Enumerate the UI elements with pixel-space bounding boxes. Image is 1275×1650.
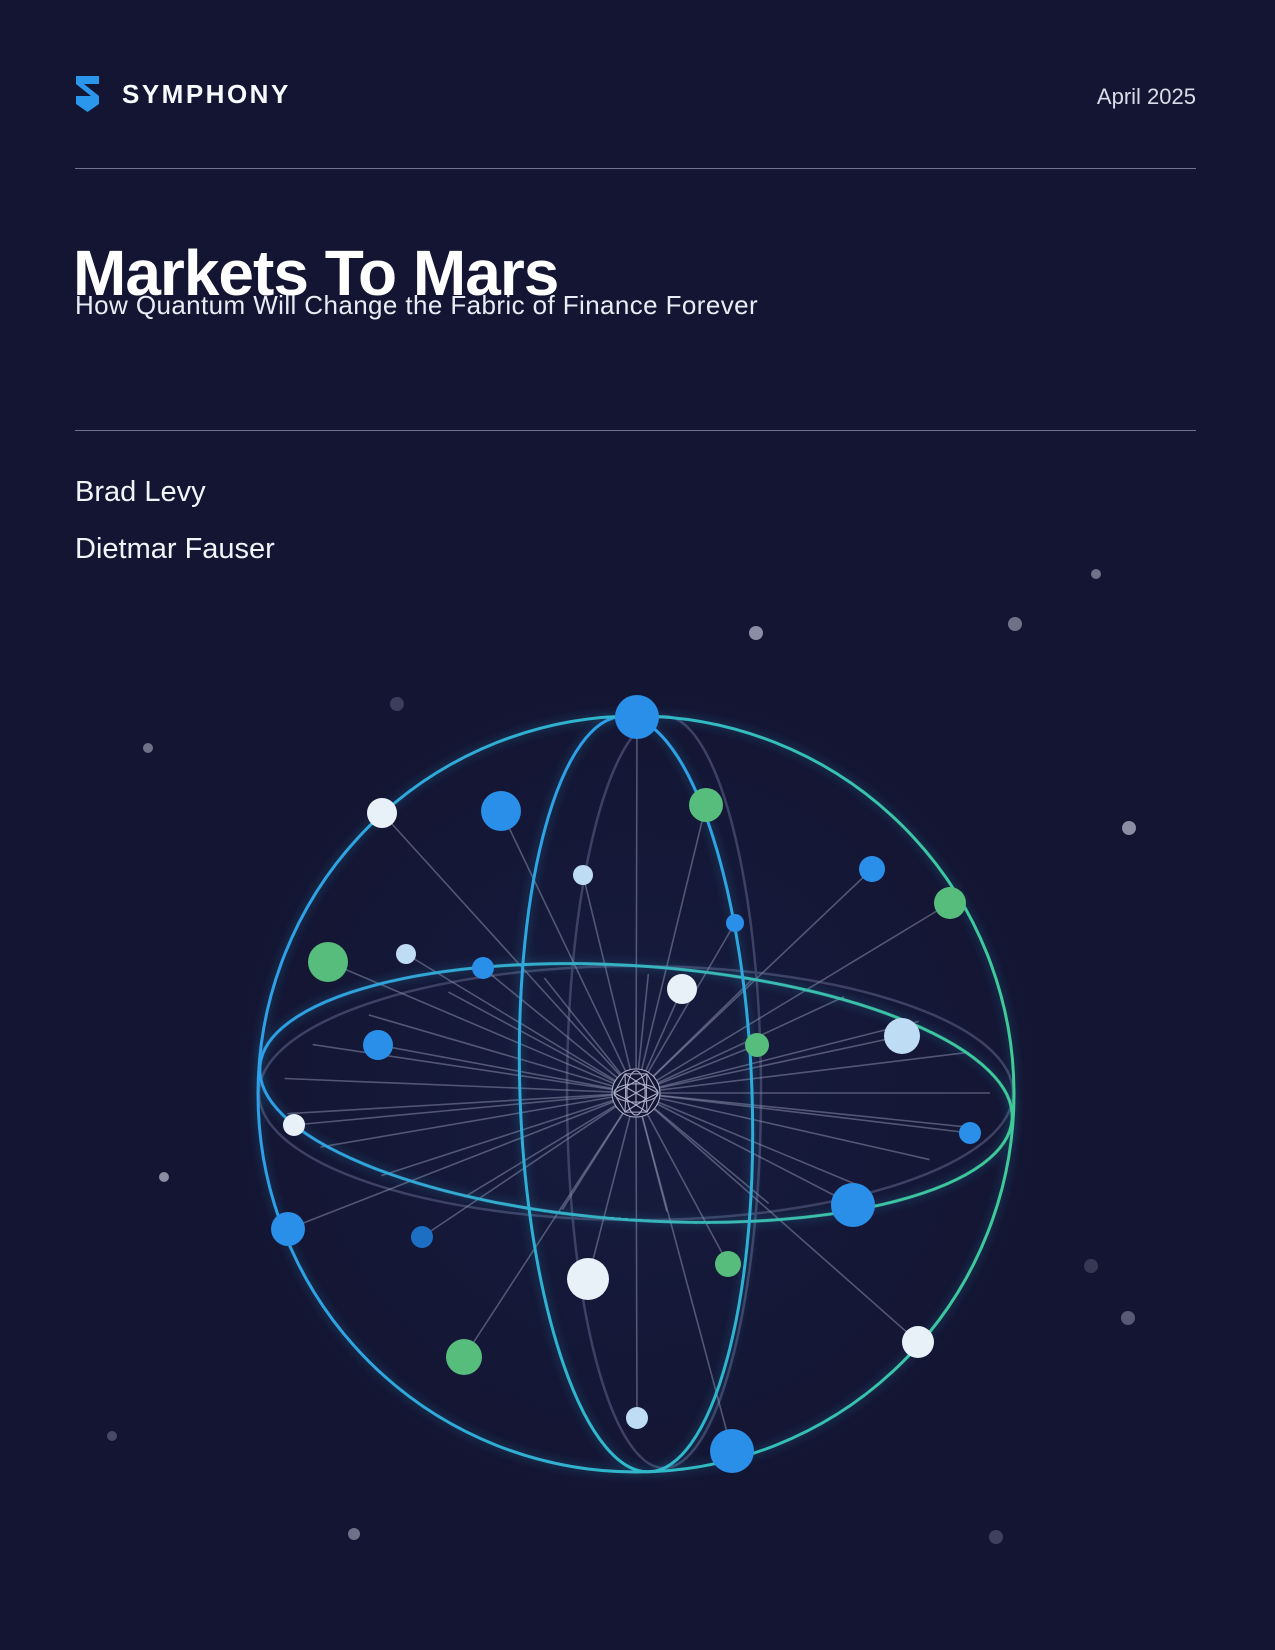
- network-node: [715, 1251, 741, 1277]
- issue-date: April 2025: [1096, 84, 1196, 109]
- spoke-line: [635, 1092, 971, 1134]
- spoke-line: [635, 1092, 919, 1343]
- star-dot: [159, 1172, 169, 1182]
- network-node: [745, 1033, 769, 1057]
- spoke-line: [635, 1020, 919, 1094]
- document-title: Markets To Mars: [73, 236, 559, 309]
- network-node: [481, 791, 521, 831]
- network-node: [367, 798, 397, 828]
- star-dot: [390, 697, 404, 711]
- star-dot: [749, 626, 763, 640]
- network-node: [396, 944, 416, 964]
- author-name: Brad Levy: [75, 476, 206, 508]
- author-name: Dietmar Fauser: [75, 533, 275, 565]
- network-node: [831, 1183, 875, 1227]
- star-dot: [1091, 569, 1101, 579]
- spoke-line: [635, 716, 638, 1094]
- spoke-line: [421, 1092, 637, 1238]
- symphony-logo-icon: [76, 76, 99, 112]
- network-node: [411, 1226, 433, 1248]
- spoke-line: [381, 1092, 637, 1177]
- network-node: [283, 1114, 305, 1136]
- spoke-line: [635, 804, 707, 1094]
- spoke-line: [635, 1092, 860, 1187]
- star-dot: [1122, 821, 1136, 835]
- spoke-line: [635, 1092, 930, 1161]
- spoke-line: [582, 874, 637, 1094]
- spoke-line: [463, 1092, 637, 1358]
- star-dot: [1084, 1259, 1098, 1273]
- spoke-line: [500, 810, 637, 1094]
- network-node: [859, 856, 885, 882]
- network-node: [726, 914, 744, 932]
- middle-divider: [75, 430, 1196, 431]
- network-node: [363, 1030, 393, 1060]
- spoke-line: [635, 1035, 903, 1094]
- network-node: [567, 1258, 609, 1300]
- network-node: [472, 957, 494, 979]
- spoke-line: [463, 1092, 637, 1198]
- network-node: [959, 1122, 981, 1144]
- spoke-line: [448, 991, 637, 1094]
- star-dot: [1121, 1311, 1135, 1325]
- spoke-line: [293, 1092, 637, 1126]
- spoke-line: [635, 1092, 975, 1129]
- spoke-line: [635, 1092, 770, 1204]
- spoke-line: [377, 1044, 637, 1094]
- top-divider: [75, 168, 1196, 169]
- document-subtitle: How Quantum Will Change the Fabric of Fi…: [75, 290, 759, 320]
- brand-wordmark: SYMPHONY: [122, 79, 291, 109]
- network-node: [884, 1018, 920, 1054]
- spoke-line: [482, 967, 637, 1094]
- core-geodesic-sphere: [611, 1068, 661, 1118]
- spoke-line: [368, 1014, 637, 1094]
- spoke-line: [635, 996, 845, 1094]
- spoke-line: [320, 1092, 637, 1148]
- network-node: [902, 1326, 934, 1358]
- spoke-line: [635, 1092, 729, 1265]
- star-dot: [143, 743, 153, 753]
- network-node: [308, 942, 348, 982]
- spoke-lines: [284, 716, 990, 1452]
- network-node: [626, 1407, 648, 1429]
- spoke-line: [635, 1092, 638, 1419]
- spoke-line: [635, 868, 873, 1094]
- spoke-line: [635, 922, 736, 1094]
- spoke-line: [287, 1092, 637, 1115]
- spoke-line: [635, 902, 951, 1094]
- spoke-line: [635, 1092, 854, 1206]
- network-node: [934, 887, 966, 919]
- network-node: [710, 1429, 754, 1473]
- star-dot: [107, 1431, 117, 1441]
- network-node: [446, 1339, 482, 1375]
- network-node: [271, 1212, 305, 1246]
- spoke-line: [635, 1051, 969, 1094]
- star-dot: [1008, 617, 1022, 631]
- network-node: [689, 788, 723, 822]
- spoke-line: [381, 812, 637, 1094]
- star-dot: [348, 1528, 360, 1540]
- spoke-line: [287, 1092, 637, 1230]
- network-node: [615, 695, 659, 739]
- star-dot: [989, 1530, 1003, 1544]
- network-node: [573, 865, 593, 885]
- network-node: [667, 974, 697, 1004]
- brand-header: SYMPHONY: [74, 76, 291, 112]
- spoke-line: [587, 1092, 637, 1280]
- spoke-line: [284, 1077, 637, 1094]
